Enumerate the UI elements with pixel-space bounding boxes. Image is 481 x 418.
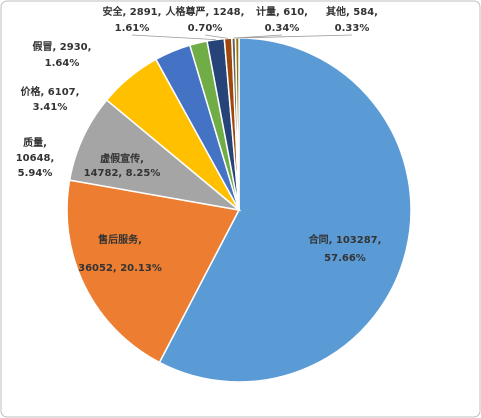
data-label: 人格尊严, 1248,: [166, 5, 245, 18]
data-label: 0.70%: [188, 23, 223, 34]
data-label: 14782, 8.25%: [84, 168, 161, 179]
pie-slice: [158, 37, 412, 383]
data-label: 10648,: [16, 153, 55, 164]
data-label: 假冒, 2930,: [33, 40, 92, 53]
data-label: 1.64%: [45, 58, 80, 69]
data-label: 售后服务,: [98, 233, 142, 246]
data-label: 其他, 584,: [326, 5, 378, 18]
data-label: 3.41%: [33, 102, 68, 113]
data-label: 0.34%: [265, 23, 300, 34]
pie-slice: [66, 179, 241, 364]
data-label: 计量, 610,: [256, 5, 308, 18]
leader-line: [237, 34, 353, 39]
pie-slice: [68, 99, 242, 212]
data-label: 安全, 2891,: [103, 5, 162, 18]
data-label: 5.94%: [18, 168, 53, 179]
data-label: 57.66%: [324, 253, 366, 264]
leader-line: [204, 34, 229, 39]
data-label: 0.33%: [335, 23, 370, 34]
data-label: 价格, 6107,: [21, 85, 80, 98]
leader-line: [131, 34, 216, 40]
data-label: 合同, 103287,: [308, 233, 382, 246]
data-label: 36052, 20.13%: [78, 263, 162, 274]
data-label: 质量,: [23, 136, 47, 149]
labels: 合同, 103287, 57.66% 售后服务, 36052, 20.13% 虚假宣传,…: [16, 5, 382, 274]
pie: [66, 37, 412, 383]
data-label: 1.61%: [115, 23, 150, 34]
data-label: 虚假宣传,: [100, 152, 144, 165]
